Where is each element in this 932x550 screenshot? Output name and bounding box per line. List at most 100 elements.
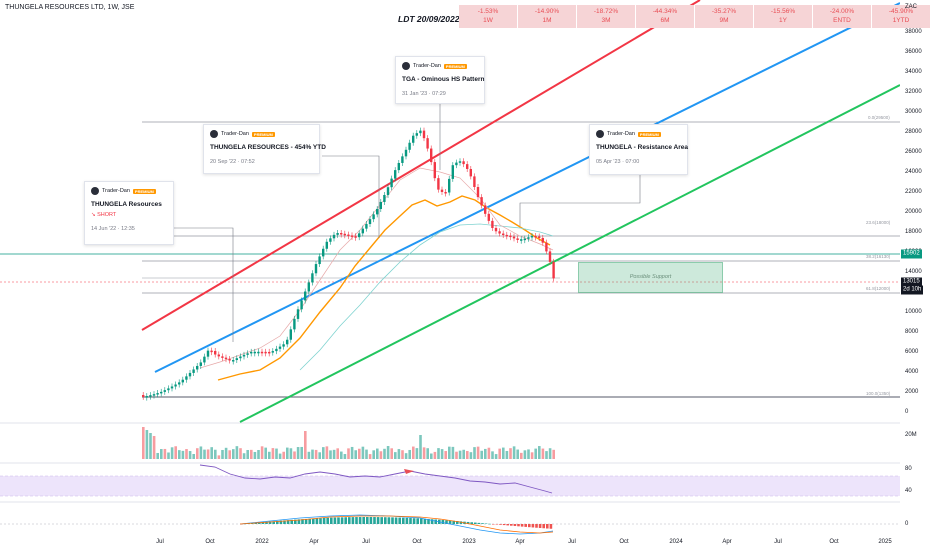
volume-bar [368,454,372,459]
candle [430,148,433,163]
perf-value: -24.00% [829,8,855,15]
perf-value: -18.72% [593,8,619,15]
ldt-label: LDT 20/09/2022 [398,14,460,24]
volume-bar [541,448,545,459]
volume-bar [397,449,401,459]
volume-bar [232,449,235,459]
volume-bar [163,448,167,459]
macd-bar [384,517,387,524]
candle [433,162,436,179]
possible-support-zone[interactable]: Possible Support [578,262,723,293]
fib-label: 100.0(1350) [866,391,891,396]
volume-bar [260,446,264,459]
macd-bar [420,518,423,524]
candle [286,339,289,345]
fib-label: 0.0(29500) [868,115,890,120]
macd-bar [524,524,527,527]
candle [163,390,166,392]
perf-value: -14.90% [534,8,560,15]
volume-bar [466,450,469,459]
candle [530,235,534,238]
volume-bar [199,446,203,459]
volume-bar [336,448,339,459]
volume-bar [523,450,527,459]
volume-bars [142,427,555,459]
volume-bar [318,452,321,459]
candle [156,393,159,395]
volume-bar [545,451,548,459]
avatar [402,62,410,70]
candle [322,248,325,257]
time-tick: 2023 [462,539,476,545]
candle [210,350,213,353]
signal-line [239,515,554,534]
idea-author: Trader-Dan [413,63,441,69]
candle [451,165,454,179]
candle [343,233,346,236]
macd-bar [358,517,362,524]
macd-bar [315,518,319,524]
volume-bar [340,451,343,459]
time-axis[interactable]: Jul Oct 2022 Apr Jul Oct 2023 Apr Jul Oct 2024 Apr J… [0,538,900,550]
candle [538,236,541,238]
macd-bar [394,517,398,524]
candle [246,353,249,355]
perf-value: -1.53% [477,8,499,15]
fib-label: 61.8(12000) [866,286,891,291]
candle [462,161,465,165]
macd-histogram [240,517,553,529]
macd-bar [268,521,272,524]
volume-bar [502,447,505,459]
idea-title: THUNGELA RESOURCES - 454% YTD [210,144,326,151]
lower-channel-line [239,84,900,423]
price-candles [142,127,555,401]
volume-axis-label: 20M [905,432,917,438]
idea-card-resistance[interactable]: Trader-Dan PREMIUM THUNGELA - Resistance … [589,124,688,175]
perf-cell: -24.00% ENTD [813,5,872,28]
macd-bar [304,518,308,524]
macd-bar [283,520,286,524]
volume-bar [386,446,390,459]
volume-bar [181,450,185,459]
idea-date: 20 Sep '22 · 07:52 [210,159,255,165]
candle [257,351,260,354]
price-tick: 2000 [905,389,919,395]
price-chart[interactable] [0,0,900,538]
volume-bar [196,448,199,459]
candle [181,379,184,383]
candle [502,233,505,236]
idea-card-short[interactable]: Trader-Dan PREMIUM THUNGELA Resources ↘ S… [84,181,174,245]
macd-bar [391,517,394,524]
perf-cell: -44.34% 6M [636,5,695,28]
sma-line [299,223,554,371]
idea-date: 14 Jun '22 · 12:35 [91,226,135,232]
macd-bar [387,517,391,524]
perf-cell: -35.27% 9M [695,5,754,28]
candle [264,351,267,354]
macd-bar [549,524,553,529]
volume-bar [282,451,285,459]
perf-period: ENTD [833,17,851,24]
price-tick: 22000 [905,189,922,195]
volume-bar [221,449,224,459]
price-tick: 4000 [905,369,919,375]
volume-bar [329,450,332,459]
idea-card-hs-pattern[interactable]: Trader-Dan PREMIUM TGA - Ominous HS Patte… [395,56,485,104]
perf-cell: -15.56% 1Y [754,5,813,28]
candle [469,168,472,177]
macd-bar [330,517,333,524]
volume-bar [192,453,195,459]
volume-bar [296,447,300,459]
candle [466,164,469,169]
chart-title[interactable]: THUNGELA RESOURCES LTD, 1W, JSE [5,4,135,11]
price-tick: 0 [905,409,909,415]
candle [397,162,400,171]
macd-bar [340,517,344,524]
volume-bar [538,446,541,459]
macd-bar [477,522,481,524]
volume-bar [520,452,523,459]
volume-bar [289,448,293,459]
idea-card-454-ytd[interactable]: Trader-Dan PREMIUM THUNGELA RESOURCES - 4… [203,124,326,174]
candle [217,354,220,357]
price-tick: 26000 [905,149,922,155]
